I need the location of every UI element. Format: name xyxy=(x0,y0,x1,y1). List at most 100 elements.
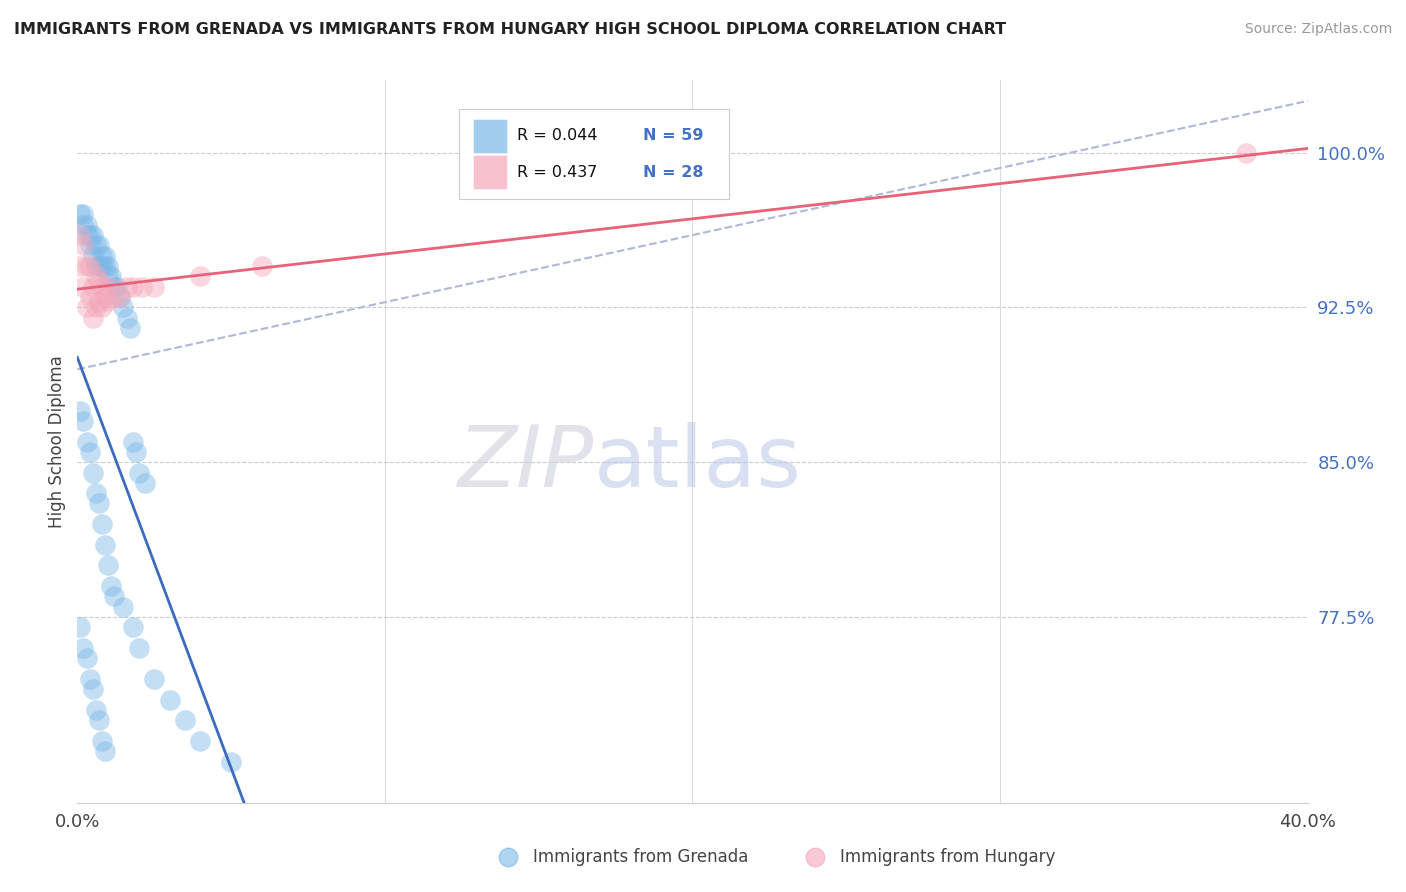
Point xyxy=(188,734,212,748)
Point xyxy=(105,279,128,293)
Point xyxy=(97,558,120,573)
Point xyxy=(79,290,101,304)
Point xyxy=(82,228,104,243)
Point xyxy=(94,259,117,273)
Text: R = 0.437: R = 0.437 xyxy=(516,164,598,179)
Point xyxy=(115,279,138,293)
Point xyxy=(84,703,107,717)
Point xyxy=(79,672,101,686)
Point xyxy=(143,672,166,686)
Point xyxy=(79,238,101,252)
Point xyxy=(125,445,148,459)
Point xyxy=(76,218,98,232)
Point xyxy=(84,301,107,315)
Point xyxy=(97,294,120,309)
Point xyxy=(97,269,120,284)
Point xyxy=(115,310,138,325)
Point xyxy=(100,579,122,593)
Point xyxy=(134,475,156,490)
Point xyxy=(159,692,181,706)
Point xyxy=(82,310,104,325)
Point xyxy=(112,301,135,315)
Point xyxy=(94,249,117,263)
Point xyxy=(100,269,122,284)
FancyBboxPatch shape xyxy=(474,155,506,189)
Point xyxy=(143,279,166,293)
Point xyxy=(72,640,94,655)
Text: atlas: atlas xyxy=(595,422,801,505)
Text: Source: ZipAtlas.com: Source: ZipAtlas.com xyxy=(1244,22,1392,37)
Point xyxy=(69,620,91,634)
Point xyxy=(72,414,94,428)
Point xyxy=(79,228,101,243)
Point xyxy=(110,290,132,304)
Point xyxy=(112,599,135,614)
Point xyxy=(219,755,242,769)
Point xyxy=(72,207,94,221)
Point xyxy=(76,259,98,273)
Point xyxy=(110,290,132,304)
Point xyxy=(69,403,91,417)
Point xyxy=(69,228,91,243)
Text: ZIP: ZIP xyxy=(458,422,595,505)
Y-axis label: High School Diploma: High School Diploma xyxy=(48,355,66,528)
Text: IMMIGRANTS FROM GRENADA VS IMMIGRANTS FROM HUNGARY HIGH SCHOOL DIPLOMA CORRELATI: IMMIGRANTS FROM GRENADA VS IMMIGRANTS FR… xyxy=(14,22,1007,37)
Point xyxy=(103,590,125,604)
Point xyxy=(94,538,117,552)
Point xyxy=(79,259,101,273)
Point xyxy=(72,238,94,252)
Point xyxy=(76,228,98,243)
Point xyxy=(82,682,104,697)
Point xyxy=(87,238,110,252)
Point xyxy=(128,640,150,655)
Point xyxy=(82,279,104,293)
Point xyxy=(87,496,110,510)
Point xyxy=(79,445,101,459)
Point xyxy=(121,434,143,449)
Point xyxy=(118,321,141,335)
FancyBboxPatch shape xyxy=(458,109,730,200)
Point xyxy=(82,249,104,263)
Point xyxy=(103,279,125,293)
Point xyxy=(72,218,94,232)
Point xyxy=(188,269,212,284)
Point xyxy=(87,259,110,273)
Point xyxy=(72,279,94,293)
Point xyxy=(90,259,114,273)
FancyBboxPatch shape xyxy=(474,120,506,153)
Point xyxy=(84,259,107,273)
Point xyxy=(121,279,143,293)
Point xyxy=(90,301,114,315)
Point xyxy=(121,620,143,634)
Point xyxy=(84,238,107,252)
Point xyxy=(94,744,117,758)
Point xyxy=(250,259,273,273)
Point xyxy=(84,269,107,284)
Point xyxy=(76,434,98,449)
Point xyxy=(90,517,114,532)
Point xyxy=(94,290,117,304)
Point xyxy=(97,259,120,273)
Text: N = 28: N = 28 xyxy=(644,164,704,179)
Point xyxy=(69,259,91,273)
Text: Immigrants from Hungary: Immigrants from Hungary xyxy=(841,848,1056,866)
Point xyxy=(76,301,98,315)
Point xyxy=(97,279,120,293)
Point xyxy=(69,207,91,221)
Text: R = 0.044: R = 0.044 xyxy=(516,128,598,144)
Point xyxy=(82,466,104,480)
Text: Immigrants from Grenada: Immigrants from Grenada xyxy=(533,848,748,866)
Point xyxy=(87,273,110,287)
Point xyxy=(131,279,153,293)
Point xyxy=(84,486,107,500)
Point xyxy=(90,249,114,263)
Point xyxy=(1234,145,1257,160)
Point xyxy=(90,279,114,293)
Point xyxy=(103,290,125,304)
Point xyxy=(90,734,114,748)
Point xyxy=(128,466,150,480)
Point xyxy=(76,651,98,665)
Point xyxy=(87,713,110,727)
Point xyxy=(174,713,197,727)
Text: N = 59: N = 59 xyxy=(644,128,704,144)
